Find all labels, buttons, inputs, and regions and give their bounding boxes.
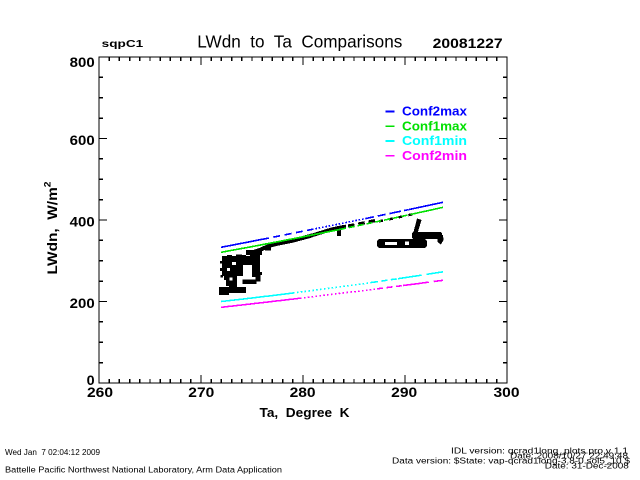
svg-text:Battelle Pacific Northwest Nat: Battelle Pacific Northwest National Labo… (5, 466, 282, 475)
svg-text:0: 0 (87, 372, 95, 388)
svg-text:300: 300 (494, 384, 520, 400)
svg-text:Wed Jan 7 02:04:12 2009: Wed Jan 7 02:04:12 2009 (5, 448, 101, 457)
svg-text:LWdn, W/m2: LWdn, W/m2 (43, 182, 61, 275)
svg-text:IDL version: qcrad1long_plots.: IDL version: qcrad1long_plots.pro,v 1.1 (451, 446, 629, 455)
svg-text:200: 200 (70, 295, 95, 311)
svg-text:sqpC1: sqpC1 (102, 38, 144, 50)
svg-text:600: 600 (70, 132, 95, 148)
svg-text:260: 260 (87, 384, 113, 400)
svg-text:Conf1min: Conf1min (402, 134, 467, 148)
svg-text:270: 270 (188, 384, 214, 400)
svg-text:400: 400 (70, 213, 95, 229)
svg-text:Conf2max: Conf2max (402, 105, 467, 119)
svg-text:20081227: 20081227 (433, 36, 503, 51)
svg-text:290: 290 (391, 384, 417, 400)
svg-text:Conf2min: Conf2min (402, 149, 467, 163)
svg-text:Ta, Degree K: Ta, Degree K (260, 405, 351, 420)
svg-text:Date: 31-Dec-2008: Date: 31-Dec-2008 (545, 462, 630, 471)
svg-text:Date: 2008/10/27 22:49:48: Date: 2008/10/27 22:49:48 (510, 451, 629, 460)
svg-text:800: 800 (70, 54, 95, 70)
svg-text:280: 280 (290, 384, 316, 400)
svg-text:LWdn to Ta Comparisons: LWdn to Ta Comparisons (197, 31, 402, 51)
svg-text:Data version: $State: vap-qcra: Data version: $State: vap-qcrad1long-3.8… (392, 457, 631, 466)
svg-text:Conf1max: Conf1max (402, 120, 467, 134)
